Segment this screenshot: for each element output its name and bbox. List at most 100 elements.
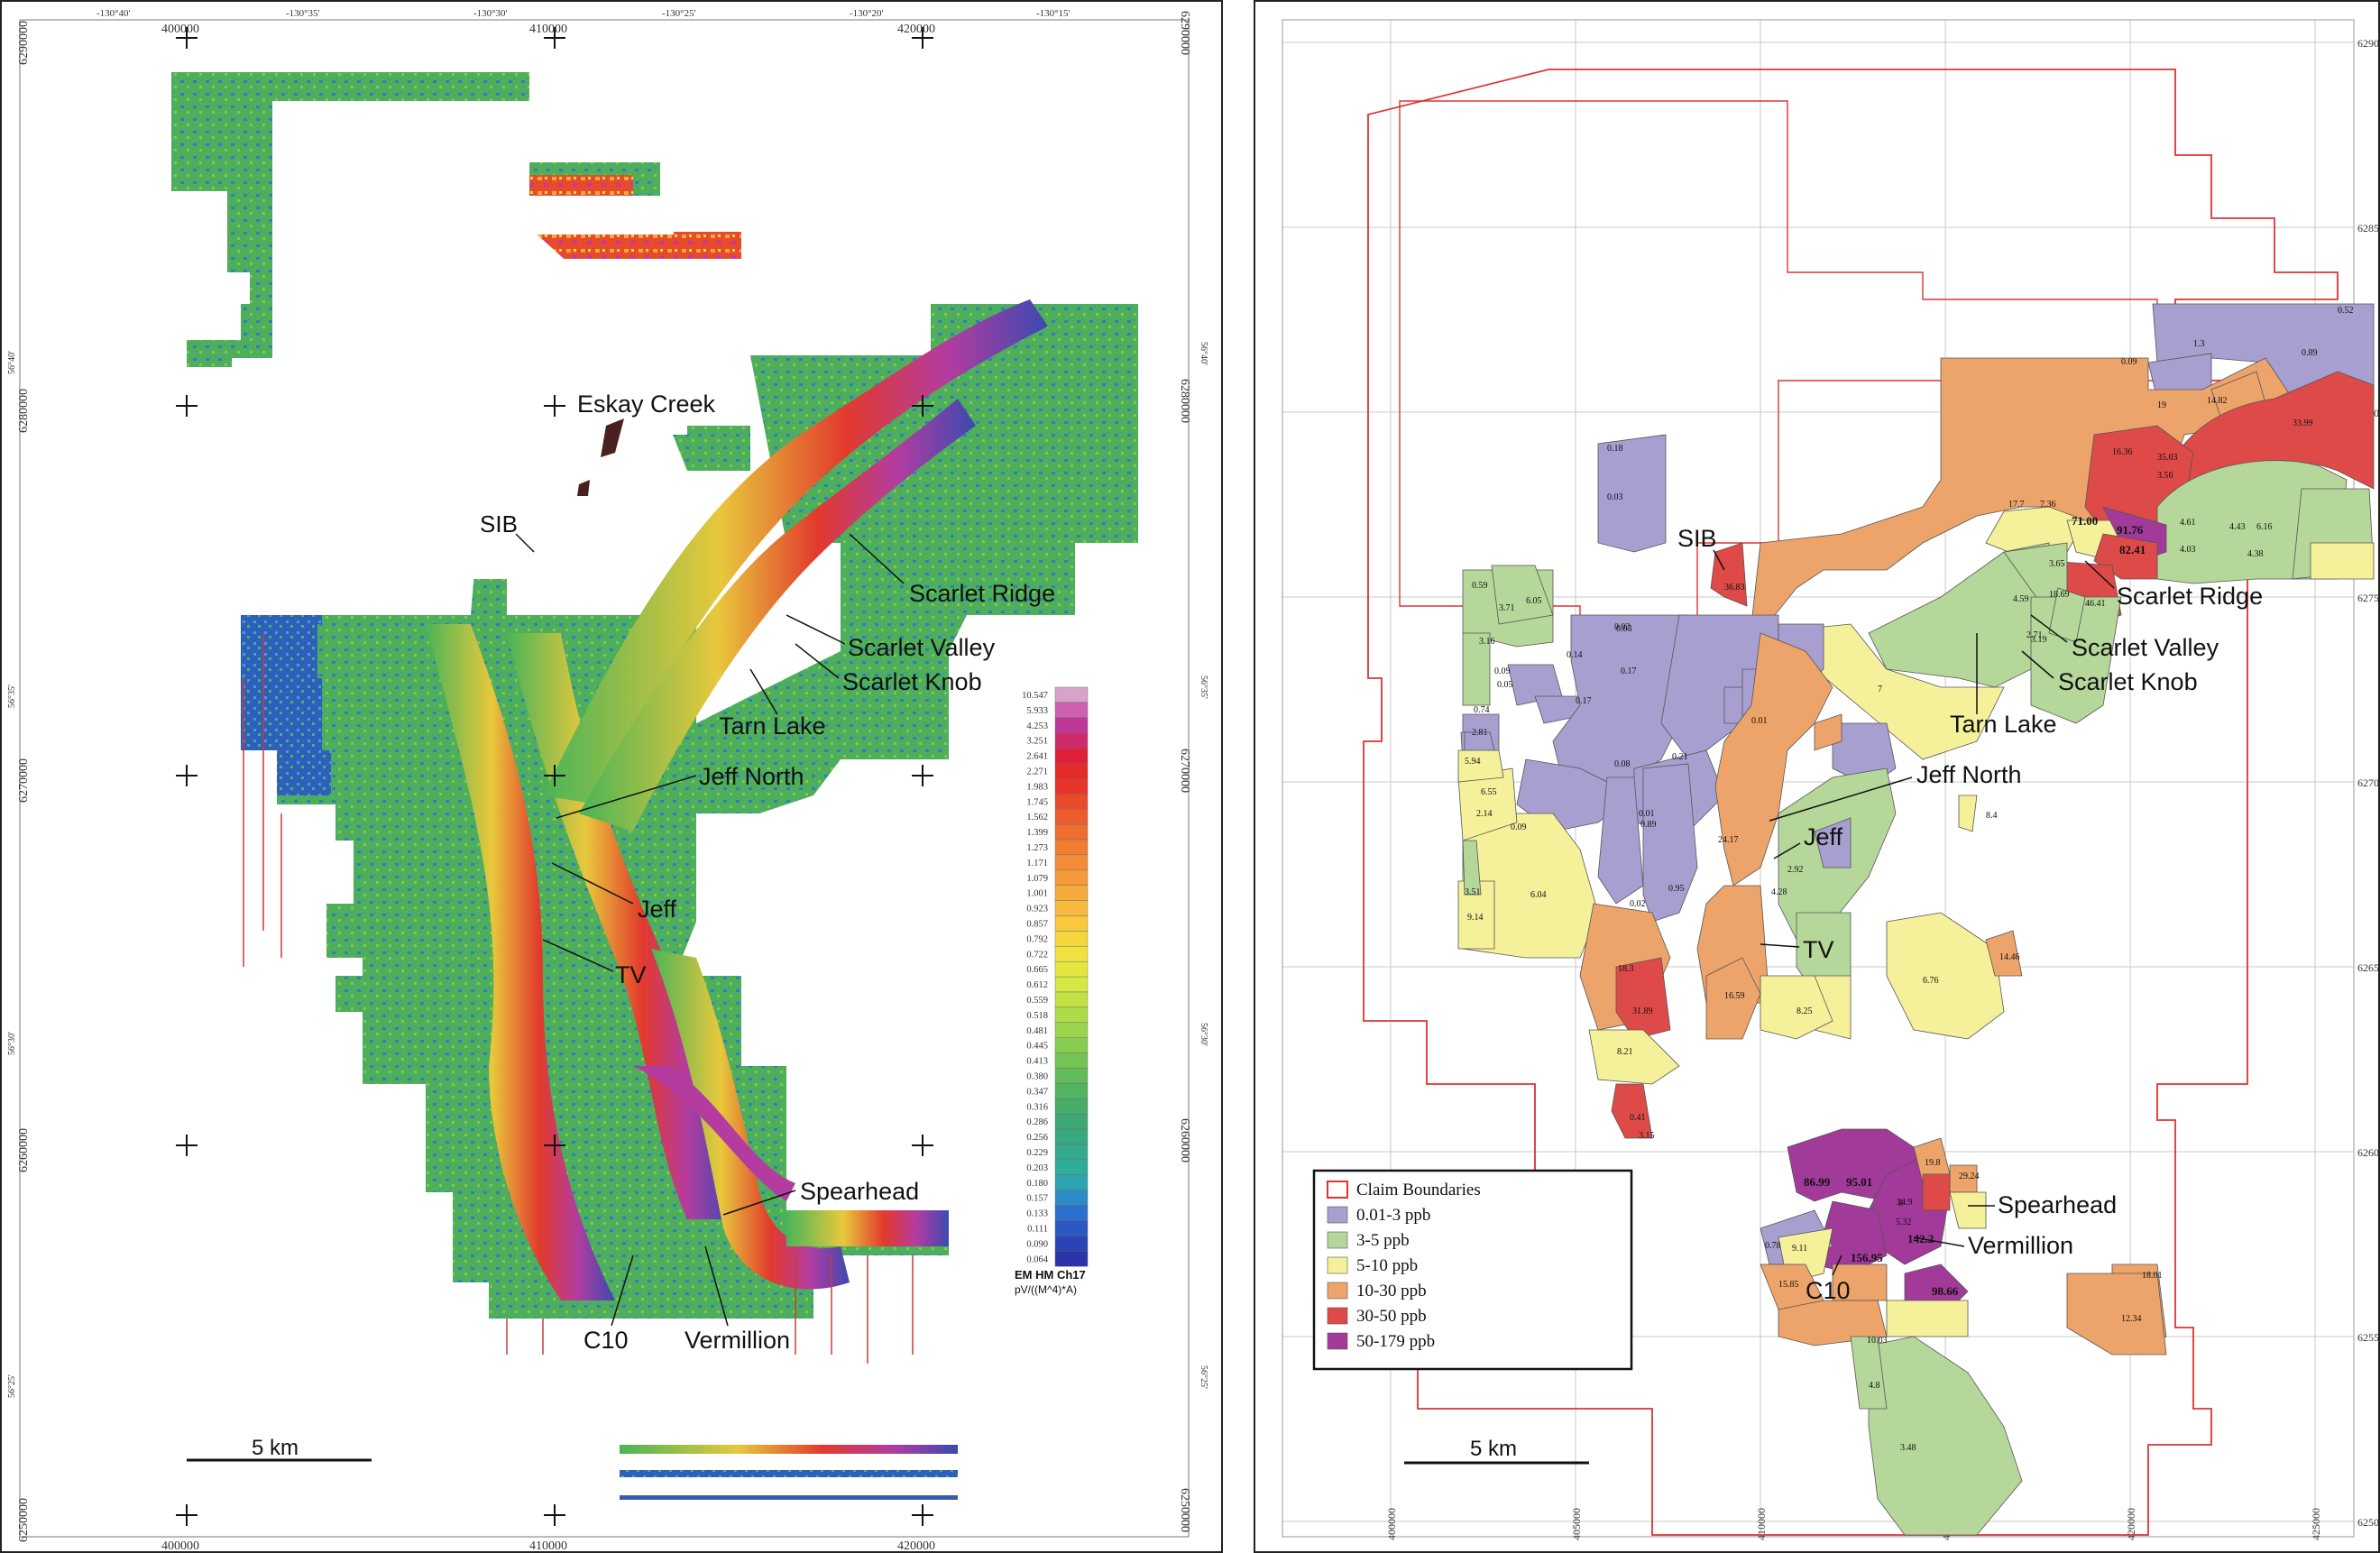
- assay-value: 0.18: [1607, 444, 1623, 454]
- label-scarlet-valley: Scarlet Valley: [2072, 634, 2219, 661]
- northing-tick-label: 6265000: [2357, 961, 2380, 974]
- assay-value: 86.99: [1804, 1175, 1831, 1189]
- assay-value: 4.03: [2180, 545, 2196, 555]
- assay-value: 98.66: [1932, 1284, 1959, 1298]
- assay-value: 0.05: [1497, 680, 1513, 690]
- legend-value: 0.203: [1026, 1163, 1048, 1173]
- legend-value: 4.253: [1026, 721, 1048, 731]
- easting-tick-label: 410000: [1755, 1508, 1768, 1540]
- lat-tick-label: 56°30': [1199, 1023, 1208, 1046]
- label-scarlet-ridge: Scarlet Ridge: [2117, 583, 2263, 610]
- legend-value: 0.286: [1026, 1117, 1048, 1127]
- assay-value: 3.48: [1900, 1443, 1916, 1453]
- legend-swatch: [1054, 1190, 1089, 1206]
- assay-value: 18.69: [2049, 590, 2070, 600]
- grid-cross: [544, 765, 565, 786]
- northing-tick-label: 6290000: [17, 21, 31, 65]
- legend-swatch: [1054, 946, 1089, 962]
- lat-tick-label: 56°40': [1199, 342, 1208, 365]
- assay-value: 31.89: [1632, 1006, 1653, 1016]
- legend-value: 0.111: [1027, 1225, 1048, 1235]
- legend-value: 3.251: [1026, 737, 1048, 747]
- assay-value: 18.01: [2142, 1271, 2163, 1281]
- assay-value: 82.41: [2119, 543, 2146, 556]
- assay-value: 3.65: [2049, 559, 2065, 569]
- legend-value: 0.256: [1026, 1133, 1048, 1143]
- legend-value: 0.229: [1026, 1148, 1048, 1158]
- northing-ticks: 6290000628500062800006275000627000062650…: [2357, 37, 2380, 1529]
- label-jeff-north: Jeff North: [1916, 761, 2022, 788]
- legend-swatch: [1054, 717, 1089, 733]
- legend-swatch: [1054, 915, 1089, 932]
- scale-label: 5 km: [252, 1436, 299, 1460]
- assay-value: 3.19: [2031, 635, 2047, 645]
- assay-value: 5.94: [1465, 757, 1481, 767]
- assay-value: 19: [2157, 400, 2166, 410]
- assay-value: 0.89: [1640, 820, 1657, 830]
- geochem-polygons: [1457, 303, 2375, 1536]
- legend-swatch: [1327, 1231, 1348, 1249]
- easting-tick-label: 410000: [529, 23, 567, 36]
- assay-value: 2.92: [1787, 865, 1804, 875]
- label-sib: SIB: [480, 510, 518, 538]
- legend-swatch: [1054, 991, 1089, 1008]
- legend-swatch: [1054, 1113, 1089, 1130]
- assay-value: 0.52: [2338, 306, 2354, 316]
- legend-swatch: [1054, 1251, 1089, 1267]
- legend-units: pV/((M^4)*A): [1015, 1283, 1077, 1296]
- lat-tick-label: 56°30': [7, 1032, 17, 1055]
- map-frame: [19, 19, 1190, 1538]
- assay-value: 7: [1878, 685, 1882, 694]
- assay-value: 4.38: [2247, 549, 2264, 559]
- assay-values: 0.52 1.3 0.89 0.09 19 14.82 33.99 16.36 35.03 0.1…: [1465, 306, 2354, 1453]
- assay-value: 2.81: [1472, 728, 1488, 738]
- legend-swatch: [1054, 1128, 1089, 1145]
- label-vermillion: Vermillion: [685, 1327, 790, 1354]
- legend-value: 1.001: [1026, 889, 1048, 899]
- label-vermillion: Vermillion: [1968, 1232, 2073, 1259]
- assay-value: 0.74: [1474, 705, 1490, 715]
- assay-value: 8: [1898, 1199, 1903, 1208]
- legend-swatch: [1054, 869, 1089, 886]
- legend-value: 1.745: [1026, 797, 1048, 807]
- assay-value: 4.8: [1869, 1381, 1880, 1391]
- northing-tick-label: 6290000: [2357, 37, 2380, 50]
- assay-value: 0.09: [1511, 822, 1527, 832]
- label-tv: TV: [615, 961, 647, 988]
- assay-value: 0.02: [1630, 899, 1646, 909]
- grid-cross: [176, 395, 198, 417]
- assay-value: 156.95: [1851, 1251, 1883, 1264]
- grid-cross: [912, 27, 933, 49]
- legend-value: 1.562: [1026, 813, 1048, 822]
- assay-value: 7.36: [2040, 500, 2056, 510]
- label-tarn-lake: Tarn Lake: [1950, 711, 2057, 738]
- northing-tick-label: 6250000: [2357, 1516, 2380, 1529]
- assay-value: 46.41: [2085, 599, 2106, 609]
- legend-swatch: [1327, 1256, 1348, 1274]
- legend-label: Claim Boundaries: [1356, 1181, 1481, 1199]
- lat-tick-label: 56°25': [1199, 1365, 1208, 1389]
- grid-cross: [912, 765, 933, 786]
- assay-value: 0.17: [1621, 666, 1637, 676]
- legend-value: 0.923: [1026, 905, 1048, 914]
- easting-tick-label: 420000: [897, 23, 935, 36]
- lon-tick-label: -130°35': [286, 8, 320, 19]
- legend-swatch: [1054, 686, 1089, 703]
- label-jeff-north: Jeff North: [699, 763, 804, 790]
- legend-value: 0.722: [1026, 950, 1048, 960]
- legend-swatch: [1054, 1144, 1089, 1161]
- legend-label: 10-30 ppb: [1356, 1282, 1427, 1300]
- assay-value: 4.61: [2180, 518, 2196, 528]
- easting-tick-label: 420000: [2125, 1508, 2137, 1540]
- place-labels: SIB Scarlet Ridge Scarlet Valley Scarlet…: [1677, 525, 2263, 1304]
- assay-value: 2.14: [1476, 809, 1493, 819]
- legend-value: 5.933: [1026, 706, 1048, 716]
- legend-swatch: [1054, 732, 1089, 749]
- legend-swatch: [1054, 1068, 1089, 1084]
- legend-value: 0.665: [1026, 965, 1048, 975]
- assay-value: 0.08: [1614, 759, 1631, 769]
- assay-value: 29.24: [1959, 1172, 1980, 1181]
- legend-value: 0.133: [1026, 1209, 1048, 1219]
- legend-value: 0.612: [1026, 980, 1048, 990]
- legend-swatch: [1054, 823, 1089, 841]
